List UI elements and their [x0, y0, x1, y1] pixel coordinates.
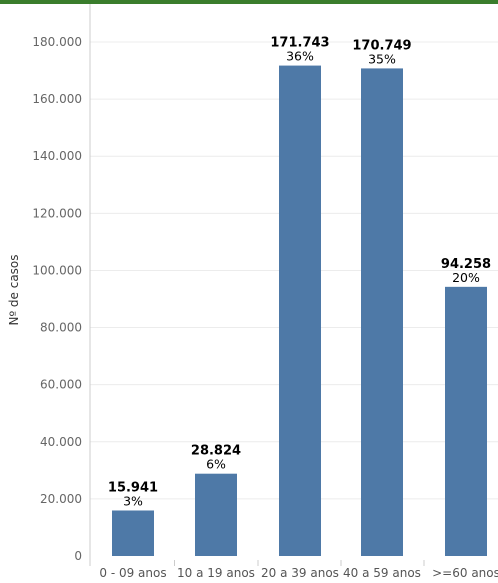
x-tick-label: >=60 anos: [432, 566, 498, 580]
bar: [279, 65, 321, 557]
y-tick-label: 20.000: [40, 492, 82, 506]
bar: [445, 286, 487, 556]
y-tick-label: 160.000: [32, 92, 82, 106]
bar-value-label: 94.258: [441, 257, 491, 272]
top-accent-rule: [0, 0, 498, 4]
x-tick-label: 40 a 59 anos: [343, 566, 421, 580]
bar-percent-label: 35%: [368, 51, 396, 66]
x-axis-ticks: 0 - 09 anos 10 a 19 anos 20 a 39 anos 40 a …: [99, 560, 498, 580]
x-tick-label: 0 - 09 anos: [99, 566, 166, 580]
x-tick-label: 20 a 39 anos: [261, 566, 339, 580]
bar-percent-label: 3%: [123, 493, 143, 508]
bar: [195, 473, 237, 556]
bar-value-label: 171.743: [270, 36, 329, 51]
y-tick-label: 60.000: [40, 378, 82, 392]
y-tick-label: 180.000: [32, 35, 82, 49]
y-tick-label: 140.000: [32, 149, 82, 163]
y-tick-label: 120.000: [32, 206, 82, 220]
bar-value-label: 28.824: [191, 444, 241, 459]
bar-value-label: 15.941: [108, 480, 158, 495]
bar-percent-label: 36%: [286, 49, 314, 64]
bar-value-label: 170.749: [352, 38, 411, 53]
y-tick-label: 40.000: [40, 435, 82, 449]
y-tick-label: 100.000: [32, 263, 82, 277]
bar: [361, 68, 403, 556]
y-tick-label: 80.000: [40, 321, 82, 335]
bars: [112, 65, 487, 557]
grid-lines: [90, 41, 498, 500]
y-axis-title: Nº de casos: [7, 254, 21, 325]
y-tick-label: 0: [74, 549, 82, 563]
x-tick-label: 10 a 19 anos: [177, 566, 255, 580]
bar-percent-label: 6%: [206, 457, 226, 472]
y-axis-ticks: 0 20.000 40.000 60.000 80.000 100.000 120.000 1…: [32, 35, 82, 563]
bar-percent-label: 20%: [452, 270, 480, 285]
bar: [112, 510, 154, 556]
